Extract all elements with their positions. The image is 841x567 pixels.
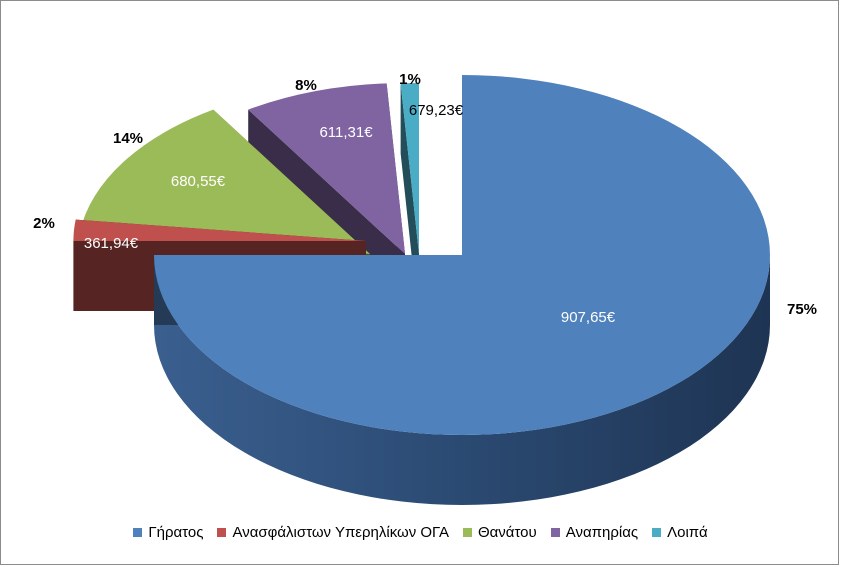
value-label-2: 680,55€ <box>171 173 226 190</box>
pie-slice-0 <box>154 75 770 505</box>
pie-slice-top-3 <box>248 83 405 254</box>
value-label-3: 611,31€ <box>319 124 373 141</box>
percent-label-2: 14% <box>113 130 143 147</box>
legend-item-3: Αναπηρίας <box>550 524 639 541</box>
legend-item-1: Ανασφάλιστων Υπερηλίκων ΟΓΑ <box>217 524 449 541</box>
pie-slice-top-0 <box>154 75 770 435</box>
value-label-0: 907,65€ <box>561 309 616 326</box>
pie-slice-top-1 <box>73 219 367 241</box>
chart-legend: Γήρατος Ανασφάλιστων Υπερηλίκων ΟΓΑ Θανάτο… <box>0 524 841 541</box>
legend-item-0: Γήρατος <box>133 524 203 541</box>
value-label-1: 361,94€ <box>84 235 139 252</box>
legend-label-0: Γήρατος <box>148 524 204 541</box>
legend-item-4: Λοιπά <box>652 524 708 541</box>
legend-swatch-2 <box>462 528 472 537</box>
percent-label-0: 75% <box>787 301 817 318</box>
legend-item-2: Θανάτου <box>462 524 537 541</box>
pie-slice-top-4 <box>400 83 419 254</box>
legend-swatch-3 <box>550 528 560 537</box>
legend-swatch-4 <box>652 528 662 537</box>
pie-slice-side-0 <box>154 255 770 505</box>
legend-swatch-0 <box>133 528 143 537</box>
percent-label-3: 8% <box>295 77 317 94</box>
legend-label-3: Αναπηρίας <box>565 524 639 541</box>
value-label-4: 679,23€ <box>409 102 464 119</box>
legend-label-2: Θανάτου <box>477 524 537 541</box>
legend-swatch-1 <box>217 528 227 537</box>
percent-label-4: 1% <box>399 71 421 88</box>
legend-label-4: Λοιπά <box>667 524 708 541</box>
pie-slice-top-2 <box>79 109 370 254</box>
legend-label-1: Ανασφάλιστων Υπερηλίκων ΟΓΑ <box>232 524 449 541</box>
percent-label-1: 2% <box>33 215 55 232</box>
